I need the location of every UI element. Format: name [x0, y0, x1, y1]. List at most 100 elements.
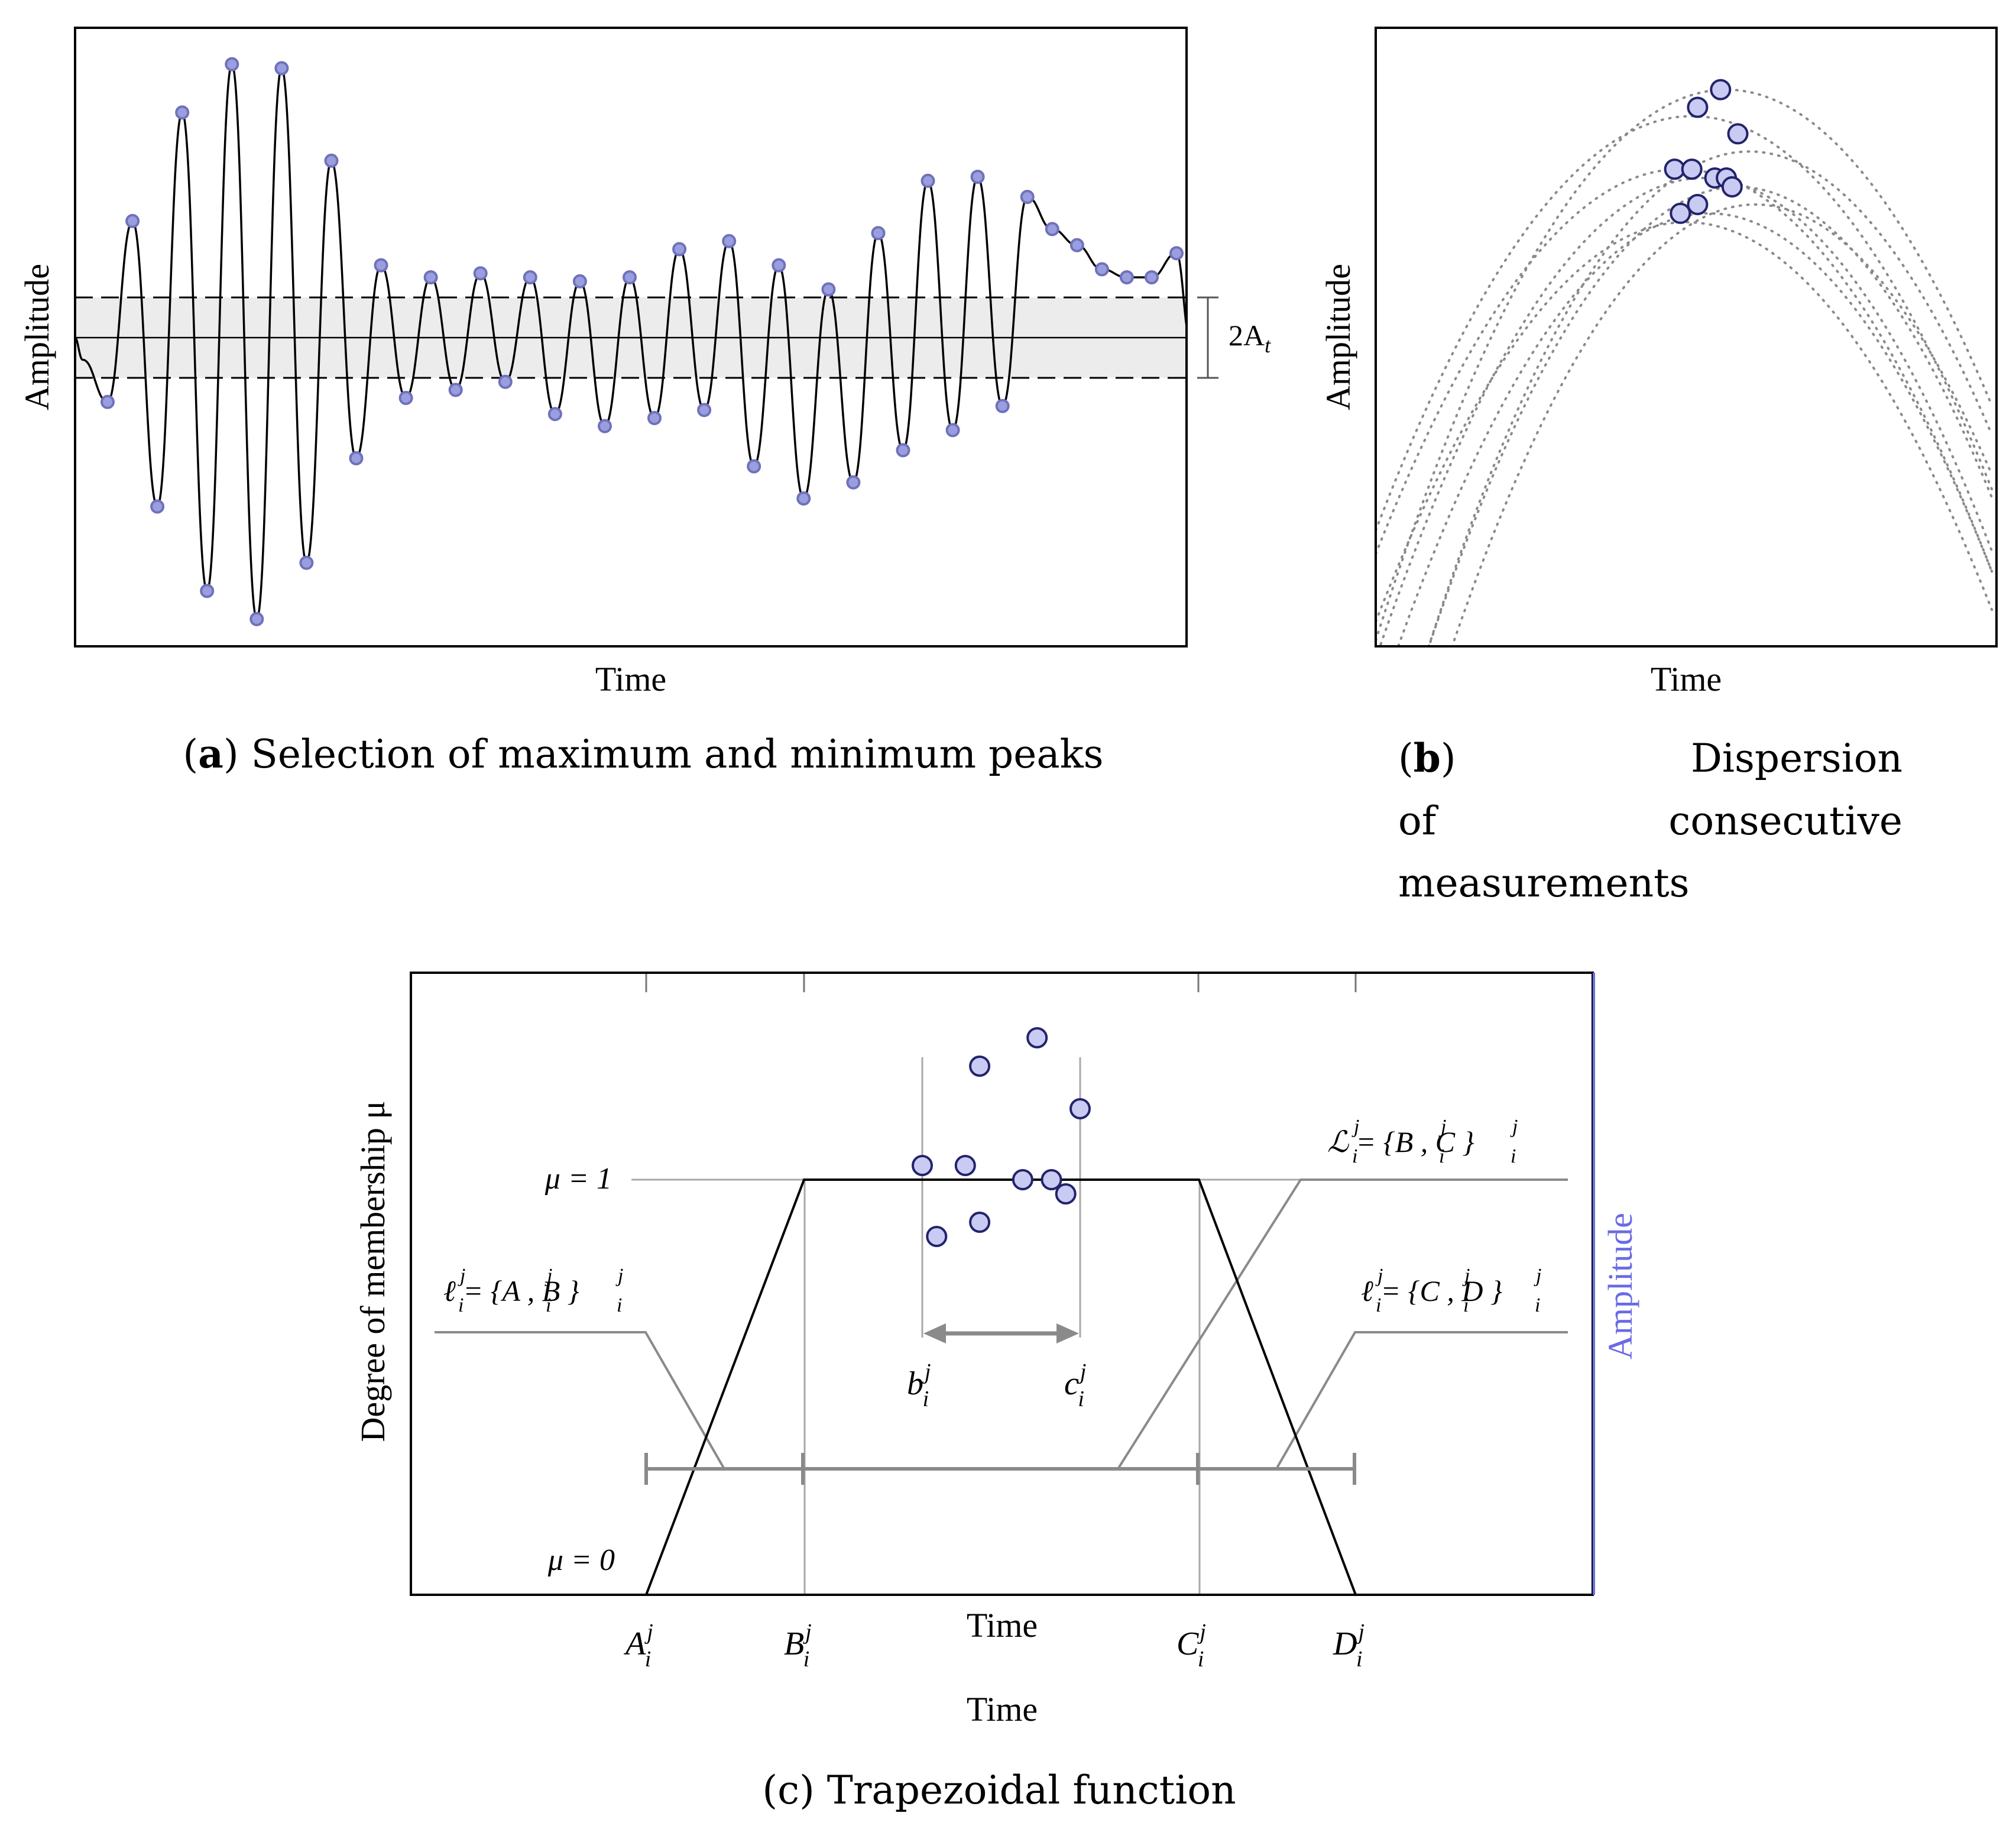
min-peak-marker [200, 584, 215, 598]
svg-text:of: of [1398, 798, 1439, 844]
panel-c-top-ticks [645, 973, 1357, 992]
min-peak-marker [547, 407, 562, 422]
dispersion-point [1710, 79, 1732, 101]
measurement-point [912, 1155, 933, 1176]
svg-text:i: i [1463, 1294, 1469, 1316]
svg-text:j: j [615, 1265, 623, 1287]
panel-c-set-indices: ji ji ji ji ji ji ji ji ji [458, 1116, 1541, 1316]
panel-a-threshold-label: 2At [1229, 319, 1271, 357]
max-peak-marker [1020, 190, 1035, 204]
panel-c-interval-bar [644, 1453, 1356, 1485]
panel-a-threshold-bracket [1197, 296, 1218, 379]
measurement-curve [1451, 203, 1994, 646]
dispersion-point [1687, 193, 1709, 215]
min-peak-marker [647, 411, 662, 425]
panel-b-peak-points [1664, 79, 1749, 224]
panel-c-vertical-guides [803, 1057, 1201, 1595]
min-peak-marker [598, 419, 612, 433]
measurement-point [969, 1212, 991, 1233]
svg-text:j: j [458, 1265, 465, 1287]
max-peak-marker [970, 170, 985, 184]
max-peak-marker [1145, 270, 1159, 284]
measurement-point [1012, 1169, 1033, 1190]
measurement-curve [1379, 176, 1994, 646]
min-peak-marker [747, 459, 761, 474]
max-peak-marker [572, 274, 587, 289]
panel-c-mu0-label: μ = 0 [547, 1543, 615, 1577]
min-peak-marker [995, 399, 1010, 413]
max-peak-marker [871, 226, 886, 241]
dispersion-point [1721, 176, 1743, 198]
max-peak-marker [1069, 238, 1084, 252]
measurement-curve [1376, 115, 1994, 532]
measurement-point [1041, 1169, 1062, 1190]
svg-text:i: i [1511, 1145, 1516, 1167]
max-peak-marker [772, 258, 786, 273]
interval-label-b: bj i [907, 1359, 931, 1411]
panel-c-interval-labels: bj i cj i [907, 1359, 1086, 1411]
dispersion-point [1727, 123, 1749, 145]
measurement-point [1069, 1098, 1091, 1119]
max-peak-marker [1094, 262, 1109, 277]
panel-c-leader-lines [435, 1179, 1568, 1470]
panel-a-caption: (a) Selection of maximum and minimum pea… [183, 731, 1103, 777]
min-peak-marker [896, 443, 910, 458]
panel-b-caption: (b) Dispersion of consecutive measuremen… [1398, 735, 1902, 906]
tick-label-C: Cj i [1176, 1620, 1206, 1672]
min-peak-marker [448, 383, 463, 397]
panel-c-bc-arrow [923, 1323, 1079, 1343]
min-peak-marker [697, 403, 712, 417]
svg-text:i: i [1376, 1294, 1381, 1316]
measurement-point [1026, 1027, 1048, 1048]
svg-text:i: i [617, 1294, 622, 1316]
panel-c-x-label-inner: Time [967, 1606, 1038, 1644]
svg-text:i: i [458, 1294, 464, 1316]
dispersion-point [1670, 202, 1691, 224]
svg-text:i: i [1352, 1145, 1357, 1167]
measurement-curve [1427, 150, 1994, 646]
panel-a-peak-markers [101, 57, 1184, 626]
max-peak-marker [672, 242, 687, 257]
min-peak-marker [101, 394, 115, 409]
svg-text:j: j [1534, 1265, 1541, 1287]
max-peak-marker [722, 234, 737, 248]
panel-a-x-label: Time [595, 660, 666, 698]
svg-text:(b): (b) [1398, 735, 1456, 781]
interval-label-c: cj i [1064, 1359, 1086, 1411]
panel-c-set-left: ℓ = {A , B } [443, 1274, 579, 1307]
panel-c-mu1-label: μ = 1 [544, 1162, 612, 1196]
panel-b-frame [1375, 27, 1998, 647]
max-peak-marker [1119, 270, 1134, 284]
svg-text:i: i [1439, 1145, 1444, 1167]
svg-text:j: j [1510, 1116, 1518, 1138]
measurement-point [926, 1226, 948, 1247]
max-peak-marker [324, 153, 339, 168]
panel-c-measurement-points [912, 1027, 1091, 1247]
svg-text:j: j [1438, 1116, 1446, 1138]
min-peak-marker [349, 451, 364, 465]
min-peak-marker [498, 374, 513, 389]
panel-c-caption: (c) Trapezoidal function [762, 1767, 1236, 1813]
measurement-curve [1376, 88, 1994, 642]
max-peak-marker [623, 270, 637, 284]
dispersion-point [1687, 96, 1709, 118]
panel-c-set-right: ℓ = {C , D } [1361, 1274, 1502, 1307]
max-peak-marker [175, 105, 190, 120]
max-peak-marker [1169, 246, 1184, 261]
max-peak-marker [374, 258, 388, 273]
max-peak-marker [423, 270, 438, 284]
panel-c-trapezoid: μ = 1 μ = 0 Degree of membership μ Ampli… [354, 972, 1639, 1813]
svg-text:j: j [1351, 1116, 1359, 1138]
panel-b-x-label: Time [1651, 660, 1722, 698]
svg-text:consecutive: consecutive [1668, 798, 1902, 844]
max-peak-marker [1045, 222, 1059, 237]
tick-label-D: Dj i [1333, 1620, 1364, 1672]
panel-c-set-top: ℒ = {B , C } [1327, 1125, 1474, 1158]
svg-text:Dispersion: Dispersion [1691, 736, 1902, 781]
min-peak-marker [299, 555, 314, 570]
max-peak-marker [125, 213, 140, 228]
svg-text:j: j [1462, 1265, 1470, 1287]
max-peak-marker [921, 173, 935, 188]
measurement-point [969, 1056, 991, 1077]
svg-text:j: j [544, 1265, 552, 1287]
